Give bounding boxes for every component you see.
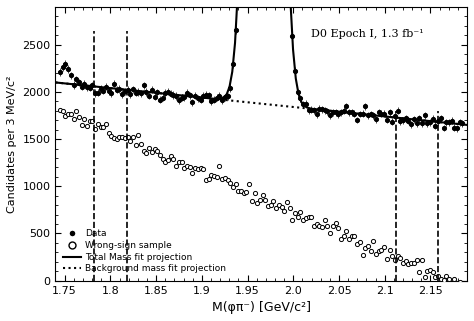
- Y-axis label: Candidates per 3 MeV/c²: Candidates per 3 MeV/c²: [7, 75, 17, 213]
- X-axis label: M(φπ⁻) [GeV/c²]: M(φπ⁻) [GeV/c²]: [212, 301, 311, 314]
- Legend: Data, Wrong-sign sample, Total Mass fit projection, Background mass fit projecti: Data, Wrong-sign sample, Total Mass fit …: [60, 227, 229, 276]
- Text: D0 Epoch I, 1.3 fb⁻¹: D0 Epoch I, 1.3 fb⁻¹: [310, 29, 423, 39]
